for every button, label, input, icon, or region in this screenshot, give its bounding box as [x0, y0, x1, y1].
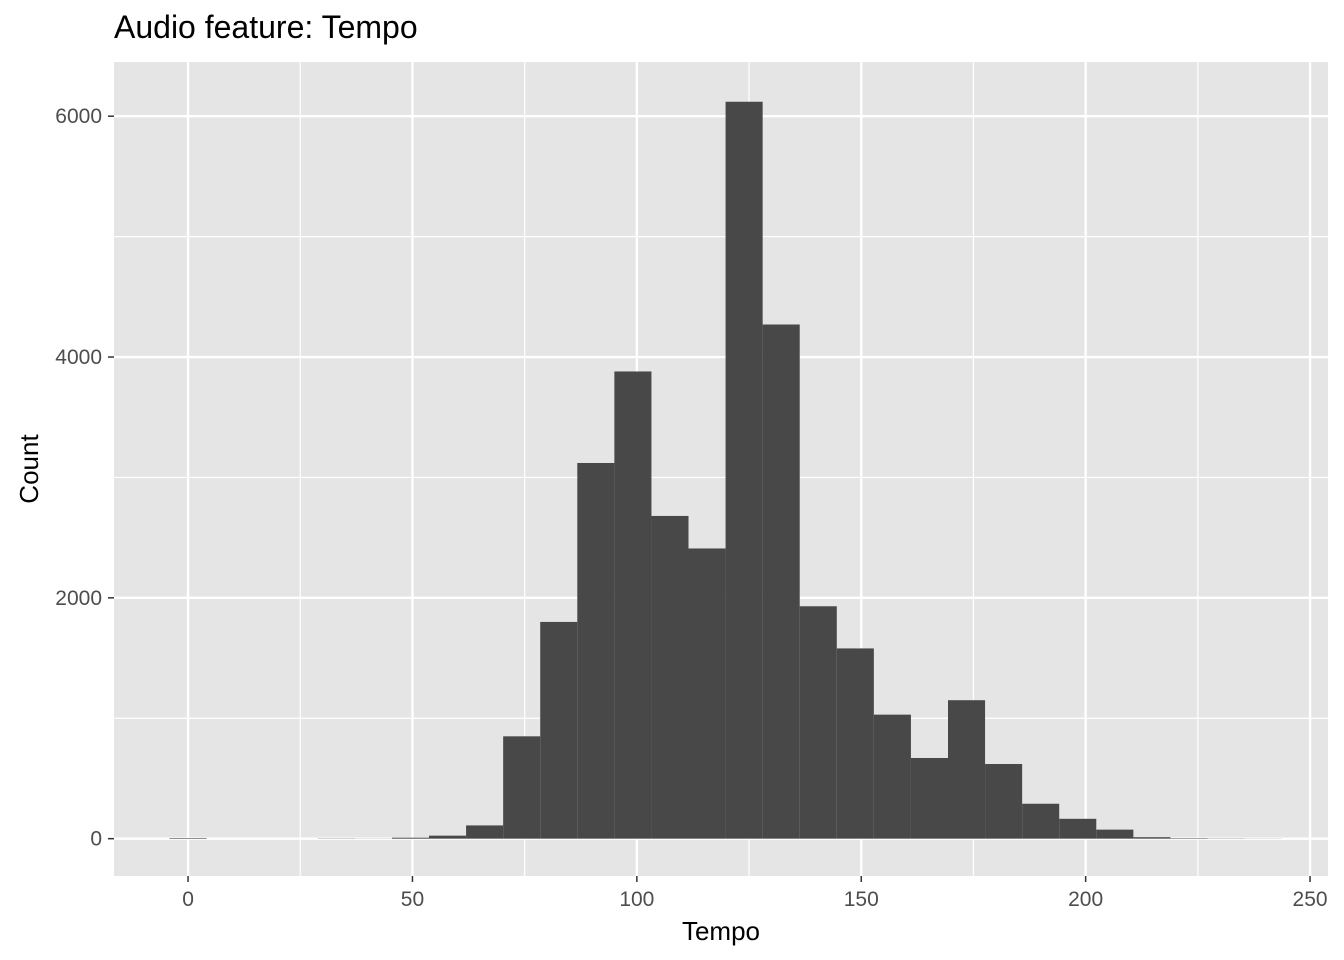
x-tick-label: 100: [619, 888, 654, 911]
histogram-bar: [836, 648, 874, 839]
x-axis-title: Tempo: [682, 916, 760, 946]
y-tick-label: 2000: [55, 587, 102, 610]
histogram-bar: [540, 621, 578, 839]
histogram-bar: [614, 371, 652, 839]
plot-panel: [114, 62, 1328, 876]
histogram-bar: [503, 736, 541, 839]
chart-title: Audio feature: Tempo: [114, 9, 418, 45]
histogram-bar: [799, 606, 837, 839]
histogram-bar: [429, 835, 467, 839]
x-tick-label: 50: [401, 888, 424, 911]
histogram-bar: [910, 757, 949, 839]
histogram-bar: [651, 515, 689, 839]
y-axis: 0 2000 4000 6000: [55, 105, 114, 851]
y-tick-label: 4000: [55, 346, 102, 369]
histogram-bar: [466, 825, 504, 839]
histogram-bar: [762, 324, 800, 839]
histogram-bar: [169, 838, 207, 839]
histogram-bar: [391, 837, 430, 839]
histogram-bar: [1096, 829, 1134, 839]
y-tick-label: 6000: [55, 105, 102, 128]
histogram-bar: [688, 548, 726, 839]
x-tick-label: 250: [1293, 888, 1328, 911]
histogram-bar: [948, 700, 986, 839]
y-axis-title: Count: [14, 434, 44, 504]
histogram-bar: [577, 462, 615, 839]
x-tick-label: 200: [1068, 888, 1103, 911]
histogram-bar: [1022, 803, 1060, 839]
x-axis: 0 50 100 150 200 250: [182, 876, 1328, 911]
x-tick-label: 150: [844, 888, 879, 911]
histogram-bar: [1133, 837, 1171, 839]
histogram-bar: [985, 764, 1023, 839]
x-tick-label: 0: [182, 888, 194, 911]
histogram-bar: [1059, 818, 1097, 839]
histogram-bar: [725, 101, 763, 839]
y-tick-label: 0: [90, 828, 102, 851]
histogram-bars: [169, 101, 1282, 839]
histogram-bar: [873, 714, 911, 839]
